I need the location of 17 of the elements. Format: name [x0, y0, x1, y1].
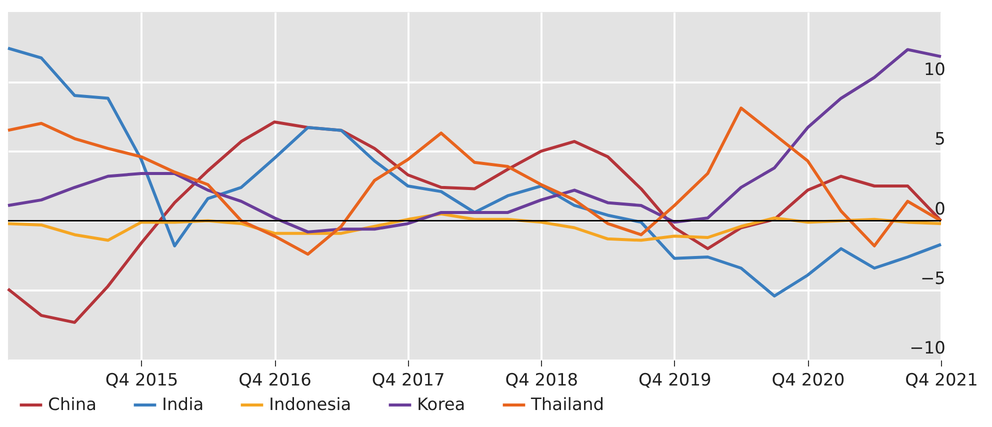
y-tick-label: 5 — [934, 130, 946, 150]
x-tick-label: Q4 2021 — [905, 370, 978, 390]
y-tick-label: −10 — [910, 338, 946, 358]
x-tick-label: Q4 2018 — [505, 370, 578, 390]
x-tick-label: Q4 2016 — [238, 370, 312, 390]
x-tick-label: Q4 2020 — [772, 370, 845, 390]
legend-label: Thailand — [530, 395, 604, 415]
x-tick-label: Q4 2019 — [638, 370, 712, 390]
y-tick-label: −5 — [920, 268, 946, 289]
y-tick-label: 0 — [934, 199, 946, 220]
legend-label: China — [48, 395, 97, 415]
x-tick-label: Q4 2017 — [372, 370, 445, 390]
legend-label: Korea — [417, 395, 466, 415]
y-tick-label: 10 — [924, 60, 946, 80]
x-tick-label: Q4 2015 — [105, 370, 178, 390]
legend-label: Indonesia — [269, 395, 352, 415]
legend-label: India — [162, 395, 204, 415]
